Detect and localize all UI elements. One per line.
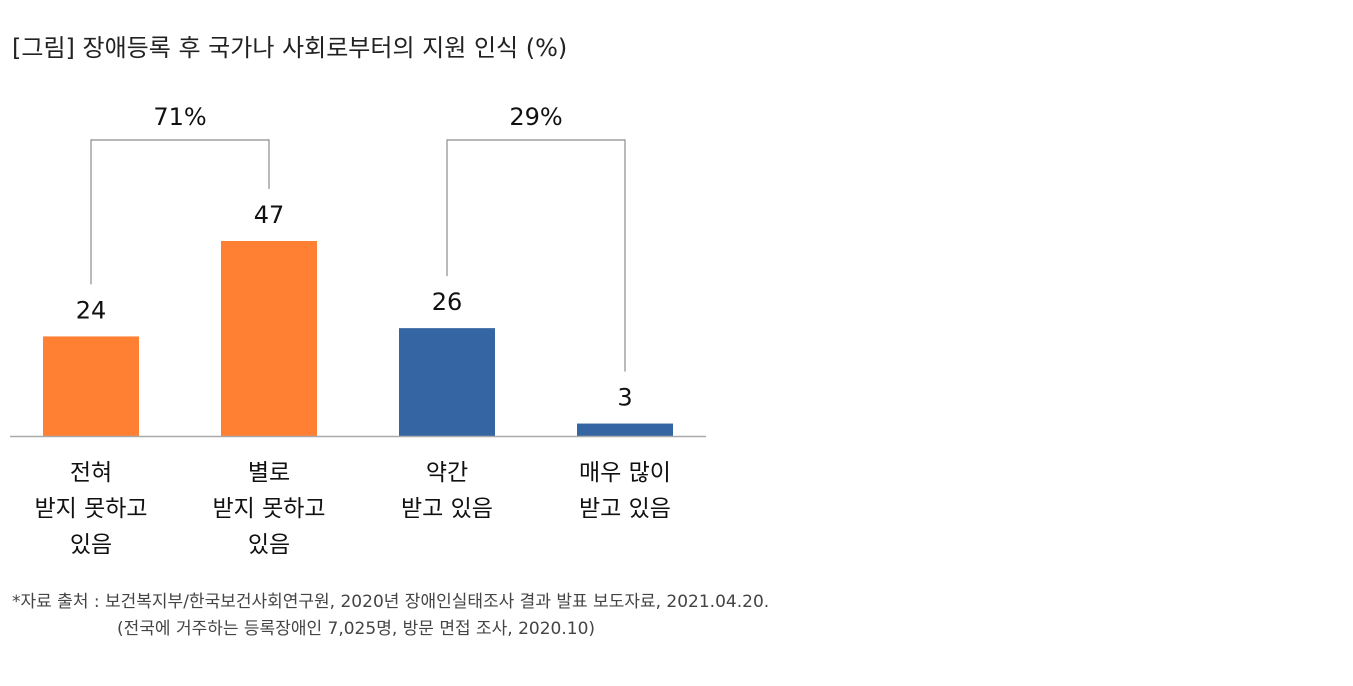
- category-label-line: 별로: [247, 460, 291, 486]
- group-bracket-1: [446, 139, 626, 372]
- category-label-line: 매우 많이: [579, 460, 671, 486]
- group-label-1: 29%: [509, 103, 562, 131]
- chart-title: [그림] 장애등록 후 국가나 사회로부터의 지원 인식 (%): [12, 34, 568, 62]
- bar-2: [399, 328, 495, 436]
- data-label-2: 26: [432, 288, 463, 316]
- category-label-line: 있음: [69, 532, 113, 558]
- group-bracket-0: [90, 139, 270, 285]
- category-label-line: 받고 있음: [401, 496, 493, 522]
- group-label-0: 71%: [153, 103, 206, 131]
- data-label-3: 3: [617, 384, 632, 412]
- bar-3: [577, 423, 673, 436]
- survey-note: (전국에 거주하는 등록장애인 7,025명, 방문 면접 조사, 2020.1…: [117, 619, 596, 639]
- source-note: *자료 출처 : 보건복지부/한국보건사회연구원, 2020년 장애인실태조사 …: [12, 592, 770, 612]
- category-label-line: 있음: [247, 532, 291, 558]
- bar-1: [221, 241, 317, 436]
- bar-0: [43, 336, 139, 436]
- category-label-line: 전혀: [69, 460, 113, 486]
- category-label-line: 받지 못하고: [212, 496, 326, 522]
- data-label-1: 47: [254, 201, 285, 229]
- data-label-0: 24: [76, 296, 107, 324]
- category-label-line: 받지 못하고: [34, 496, 148, 522]
- category-label-line: 받고 있음: [579, 496, 671, 522]
- category-label-line: 약간: [425, 460, 469, 486]
